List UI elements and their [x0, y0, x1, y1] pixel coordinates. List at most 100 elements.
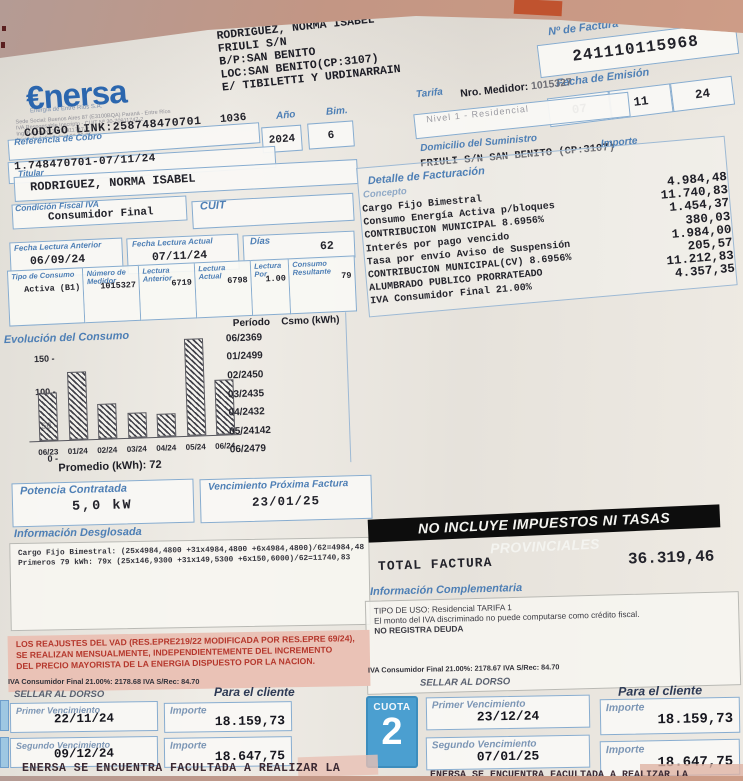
dias-label: Días	[249, 235, 271, 248]
cuota-label: CUOTA	[373, 702, 411, 713]
consumption-period: 02/24	[227, 369, 253, 382]
venc2-left-value: 09/12/24	[53, 746, 115, 762]
periodo-header: Período	[232, 316, 271, 330]
dark-mark-2	[1, 42, 5, 48]
meter-cell: Número de Medidor 1015327	[83, 264, 142, 324]
venc2-right-value: 07/01/25	[476, 748, 540, 765]
consumption-row: 06/24 79	[230, 437, 351, 460]
consumption-bar	[37, 392, 59, 442]
detalle-rows: Cargo Fijo Bimestral 4.984,48 Consumo Ener…	[362, 170, 736, 308]
consumption-value: 32	[253, 406, 265, 418]
cuit-label: CUIT	[199, 199, 226, 213]
para-el-cliente-right: Para el cliente	[617, 683, 703, 699]
consumption-period: 06/24	[229, 443, 256, 456]
consumption-value: 50	[252, 369, 264, 381]
consumption-chart: Evolución del Consumo 0 -50 -100 -150 -0…	[3, 312, 360, 484]
ano-label: Año	[275, 109, 296, 122]
vencimiento-proxima-value: 23/01/25	[251, 494, 321, 510]
y-axis-tick: 150 -	[33, 353, 55, 365]
dias-value: 62	[319, 239, 335, 254]
x-axis-label: 04/24	[156, 443, 177, 453]
consumption-period: 01/24	[226, 350, 252, 363]
imp2-right-label: Importe	[605, 743, 645, 757]
bim-label: Bim.	[325, 105, 349, 118]
imp1-right-box: Importe 18.159,73	[599, 696, 741, 736]
numero-factura-label: Nº de Factura	[547, 17, 620, 39]
potencia-value: 5,0 kW	[71, 498, 133, 515]
total-label: TOTAL FACTURA	[377, 555, 493, 574]
consumption-table: Período Csmo (kWh) 06/23 69 01/24 99 02/24 50…	[225, 314, 350, 459]
imp1-left-box: Importe 18.159,73	[163, 701, 293, 733]
vad-notice-lines: LOS REAJUSTES DEL VAD (RES.EPRE219/22 MO…	[16, 633, 369, 672]
no-incluye-banner: NO INCLUYE IMPUESTOS NI TASAS PROVINCIAL…	[367, 504, 721, 556]
consumption-value: 79	[254, 443, 267, 455]
meter-cell-value: 1.00	[265, 273, 287, 285]
detalle-title: Detalle de Facturación	[367, 165, 486, 188]
para-el-cliente-left: Para el cliente	[214, 685, 295, 699]
chart-plot: 0 -50 -100 -150 -06/2301/2402/2403/2404/…	[29, 334, 242, 464]
imp1-right-value: 18.159,73	[657, 710, 734, 729]
meter-cell: Consumo Resultante 79	[289, 255, 358, 315]
importe-header: Importe	[600, 135, 638, 150]
meter-cell: Lectura Por 1.00	[250, 258, 292, 316]
meter-cell-label: Tipo de Consumo	[11, 269, 75, 282]
fecha-lectura-anterior-value: 06/09/24	[29, 252, 86, 269]
consumption-bar	[156, 412, 177, 437]
red-sticker	[513, 0, 563, 17]
sellar-al-dorso-right: SELLAR AL DORSO	[419, 676, 511, 689]
footer-line-left: ENERSA SE ENCUENTRA FACULTADA A REALIZAR…	[22, 762, 341, 775]
venc2-right-box: Segundo Vencimiento 07/01/25	[425, 734, 591, 771]
cuota-number: 2	[381, 711, 403, 753]
consumption-period: 03/24	[227, 388, 254, 400]
consumption-table-rows: 06/23 69 01/24 99 02/24 50 03/24 35 04/24 32 05/24…	[226, 325, 350, 459]
x-axis-label: 06/23	[38, 447, 59, 458]
venc1-left-value: 22/11/24	[53, 711, 115, 727]
consumption-value: 142	[254, 424, 272, 437]
x-axis-label: 03/24	[126, 444, 147, 454]
medidor-line: Nro. Medidor: 1015327	[460, 76, 573, 100]
customer-address-block: RODRIGUEZ, NORMA ISABEL FRIULI S/N B/P:SAN…	[216, 16, 401, 95]
meter-cell: Lectura Actual 6798	[194, 259, 254, 319]
consumption-value: 99	[251, 350, 263, 362]
cut-badge-edge-top	[0, 700, 9, 731]
chart-average: Promedio (kWh): 72	[58, 458, 162, 475]
paper-fold-pink-right	[640, 764, 743, 776]
x-axis-label: 02/24	[97, 445, 118, 455]
meter-cell-value: 6798	[227, 275, 248, 287]
complementaria-title: Información Complementaria	[369, 582, 523, 598]
meter-cell-value: 6719	[171, 277, 193, 289]
consumption-value: 35	[252, 387, 265, 400]
medidor-label: Nro. Medidor:	[459, 80, 529, 100]
consumption-value: 69	[250, 331, 263, 344]
meter-cell-value: Activa (B1)	[23, 282, 81, 295]
x-axis-label: 01/24	[67, 446, 88, 457]
consumption-bar	[97, 403, 118, 439]
cut-badge-edge-bottom	[0, 737, 9, 768]
consumption-bar	[183, 338, 206, 436]
meter-cell: Tipo de Consumo Activa (B1)	[6, 267, 86, 327]
consumption-period: 05/24	[229, 425, 255, 438]
meter-cell: Lectura Anterior 6719	[139, 262, 198, 321]
detalle-section: Importe Detalle de Facturación Concepto …	[358, 128, 738, 317]
titular-label: Titular	[17, 167, 45, 179]
desglose-title: Información Desglosada	[13, 525, 142, 541]
consumption-period: 04/24	[228, 406, 254, 419]
total-value: 36.319,46	[627, 547, 715, 569]
x-axis-label: 05/24	[185, 442, 206, 452]
consumption-bar	[126, 411, 147, 438]
meter-cell-value: 79	[341, 270, 352, 282]
consumption-period: 06/23	[225, 332, 252, 345]
imp1-left-value: 18.159,73	[214, 713, 286, 730]
sellar-al-dorso-left: SELLAR AL DORSO	[14, 689, 105, 700]
iva-line-left: IVA Consumidor Final 21.00%: 2178.68 IVA…	[8, 677, 200, 686]
consumption-bar	[66, 371, 88, 440]
venc1-right-box: Primer Vencimiento 23/12/24	[425, 694, 591, 731]
dark-mark-1	[2, 26, 6, 31]
venc1-left-box: Primer Vencimiento 22/11/24	[9, 700, 159, 734]
meter-cell-value: 1015327	[100, 280, 137, 292]
medidor-value: 1015327	[530, 76, 573, 93]
footer-line-right: ENERSA SE ENCUENTRA FACULTADA A REALIZAR…	[430, 770, 689, 781]
bim-value: 6	[307, 120, 355, 150]
venc1-right-value: 23/12/24	[476, 708, 540, 725]
